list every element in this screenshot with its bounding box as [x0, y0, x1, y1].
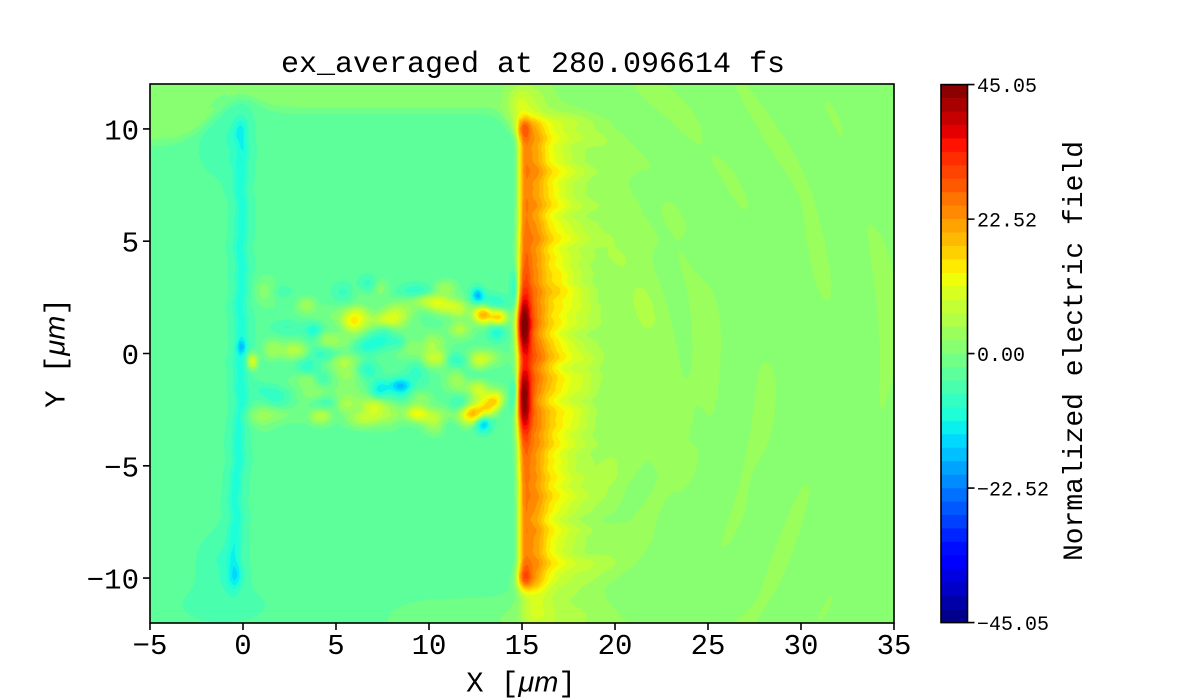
svg-text:ex_averaged at 280.096614 fs: ex_averaged at 280.096614 fs — [281, 48, 785, 82]
svg-text:−10: −10 — [87, 565, 139, 598]
svg-text:20: 20 — [598, 630, 633, 663]
svg-text:−5: −5 — [133, 630, 168, 663]
svg-text:45.05: 45.05 — [977, 76, 1037, 99]
svg-text:Y [μm]: Y [μm] — [40, 298, 74, 408]
svg-text:−45.05: −45.05 — [977, 614, 1049, 637]
svg-text:15: 15 — [505, 630, 540, 663]
svg-text:Normalized electric field: Normalized electric field — [1060, 141, 1091, 561]
svg-text:25: 25 — [691, 630, 726, 663]
svg-text:10: 10 — [104, 115, 139, 148]
svg-text:0: 0 — [234, 630, 251, 663]
svg-text:10: 10 — [412, 630, 447, 663]
svg-text:0: 0 — [122, 340, 139, 373]
svg-text:5: 5 — [327, 630, 344, 663]
svg-text:5: 5 — [122, 228, 139, 261]
svg-text:0.00: 0.00 — [977, 345, 1025, 368]
svg-text:35: 35 — [877, 630, 912, 663]
svg-text:30: 30 — [784, 630, 819, 663]
svg-text:X [μm]: X [μm] — [466, 667, 576, 700]
svg-text:−22.52: −22.52 — [977, 479, 1049, 502]
svg-text:−5: −5 — [104, 452, 139, 485]
svg-text:22.52: 22.52 — [977, 210, 1037, 233]
